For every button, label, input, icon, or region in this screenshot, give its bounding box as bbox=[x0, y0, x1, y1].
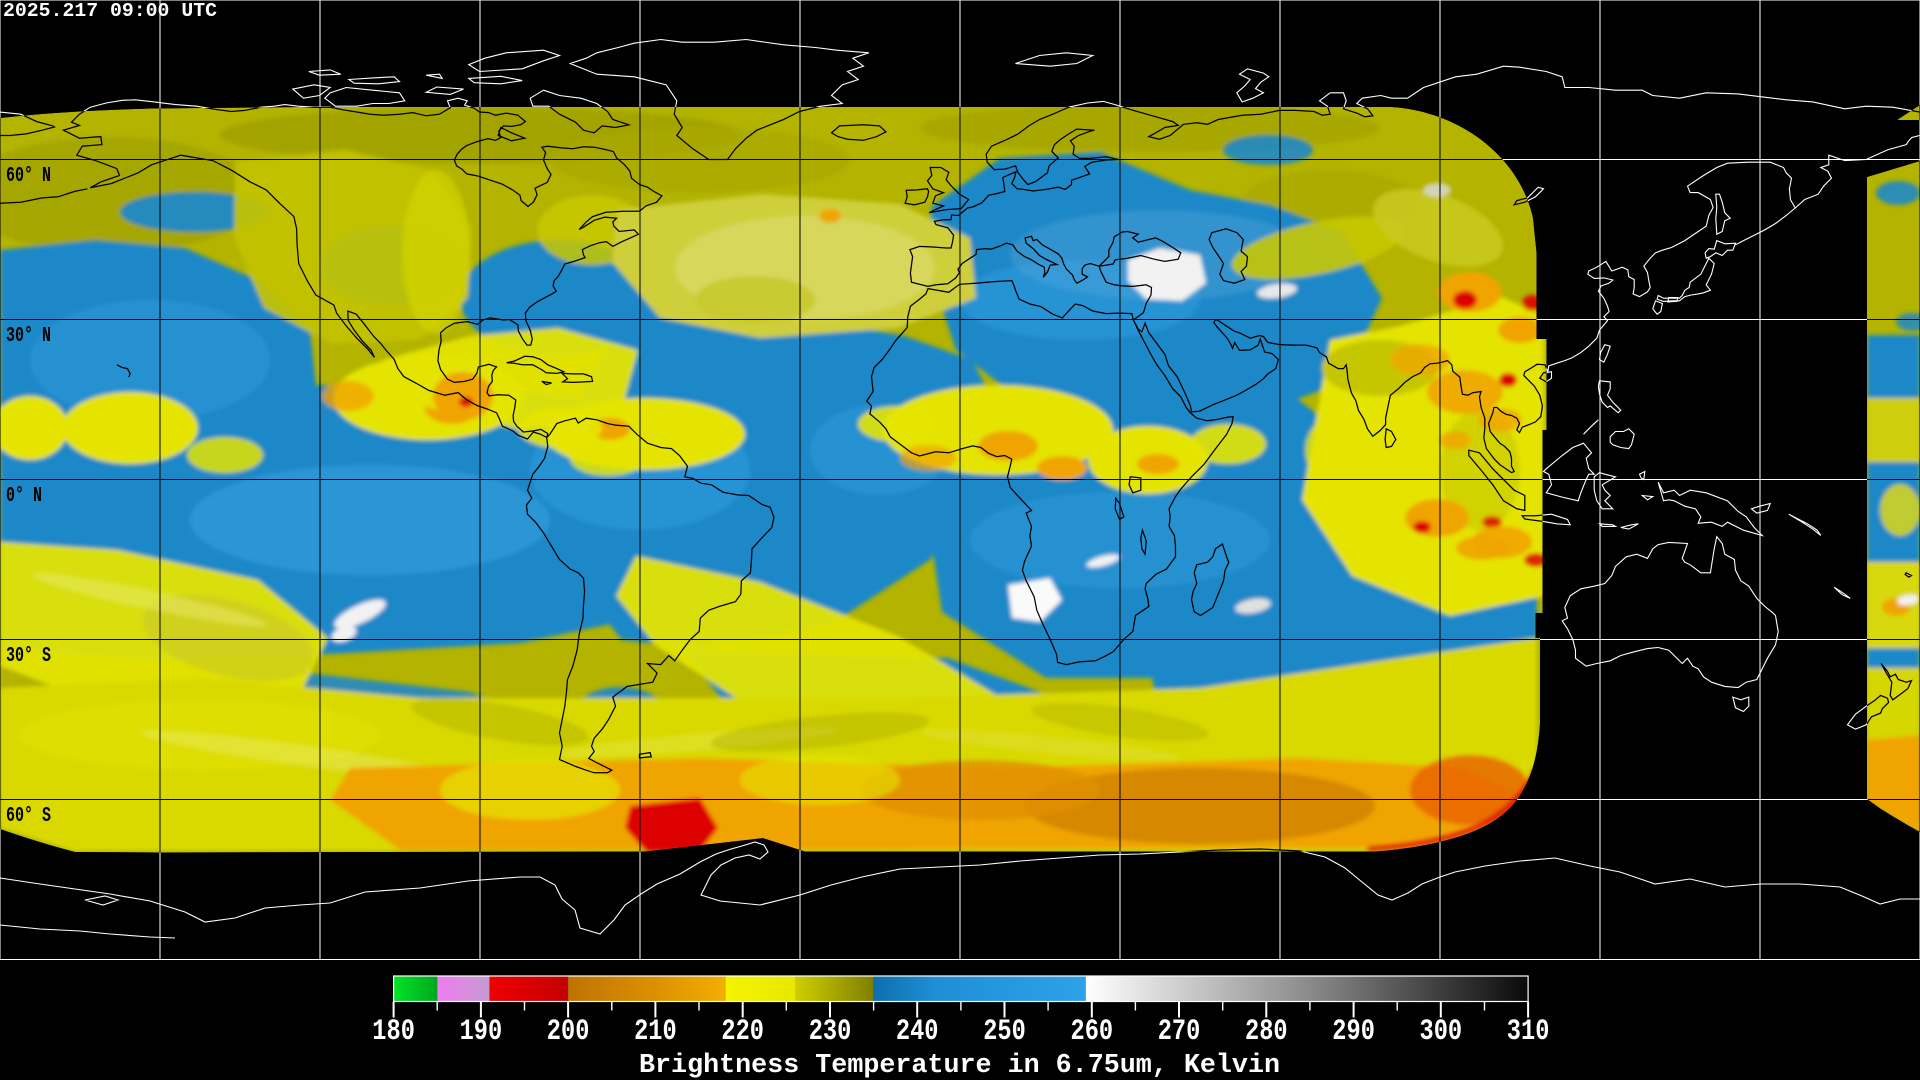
svg-text:220: 220 bbox=[721, 1015, 764, 1049]
svg-text:60° N: 60° N bbox=[6, 164, 51, 188]
svg-text:30° S: 30° S bbox=[6, 644, 51, 668]
svg-text:180: 180 bbox=[372, 1015, 415, 1049]
svg-text:250: 250 bbox=[983, 1015, 1026, 1049]
svg-text:300: 300 bbox=[1420, 1015, 1463, 1049]
svg-text:0° N: 0° N bbox=[6, 484, 42, 508]
svg-text:270: 270 bbox=[1158, 1015, 1201, 1049]
svg-text:290: 290 bbox=[1332, 1015, 1375, 1049]
svg-text:260: 260 bbox=[1071, 1015, 1114, 1049]
svg-text:Brightness Temperature in 6.75: Brightness Temperature in 6.75um, Kelvin bbox=[639, 1051, 1280, 1080]
svg-text:310: 310 bbox=[1507, 1015, 1550, 1049]
svg-text:280: 280 bbox=[1245, 1015, 1288, 1049]
svg-text:230: 230 bbox=[809, 1015, 852, 1049]
svg-text:60° S: 60° S bbox=[6, 804, 51, 828]
svg-text:30° N: 30° N bbox=[6, 324, 51, 348]
svg-text:190: 190 bbox=[460, 1015, 503, 1049]
svg-text:240: 240 bbox=[896, 1015, 939, 1049]
svg-text:210: 210 bbox=[634, 1015, 677, 1049]
svg-text:200: 200 bbox=[547, 1015, 590, 1049]
svg-text:2025.217 09:00 UTC: 2025.217 09:00 UTC bbox=[3, 0, 217, 22]
